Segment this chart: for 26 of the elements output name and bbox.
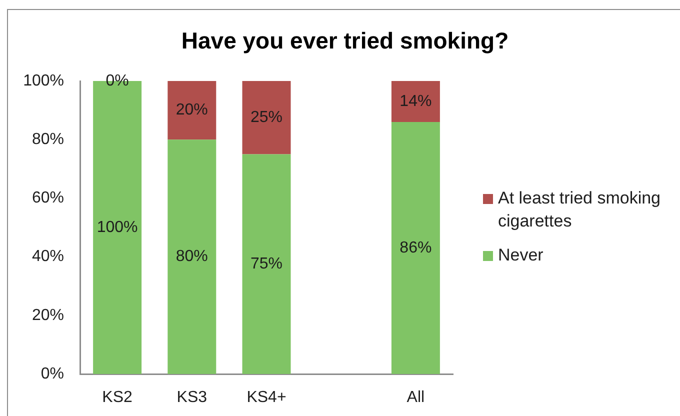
- bar: [242, 81, 291, 154]
- bar: [242, 154, 291, 374]
- legend-label: At least tried smoking cigarettes: [498, 188, 661, 231]
- x-tick-label: KS4+: [246, 389, 286, 406]
- data-label: 86%: [400, 239, 432, 256]
- y-tick-label: 60%: [32, 190, 64, 207]
- data-label: 80%: [176, 248, 208, 266]
- data-label: 75%: [250, 256, 283, 273]
- bar: [391, 81, 440, 122]
- x-tick-label: All: [406, 389, 425, 406]
- data-label: 100%: [96, 218, 138, 236]
- legend-label: Never: [498, 246, 544, 265]
- y-tick-label: 20%: [32, 306, 64, 324]
- data-label: 14%: [400, 92, 432, 110]
- bar: [391, 122, 440, 374]
- bar: [168, 140, 216, 374]
- y-tick-label: 80%: [32, 131, 64, 148]
- data-label: 20%: [176, 102, 208, 119]
- x-tick-label: KS3: [176, 389, 208, 406]
- chart-title: Have you ever tried smoking?: [181, 27, 509, 54]
- y-tick-label: 0%: [40, 365, 64, 382]
- x-tick-label: KS2: [102, 389, 133, 406]
- y-tick-label: 100%: [23, 72, 64, 90]
- y-tick-label: 40%: [32, 248, 64, 266]
- bar: [168, 81, 216, 140]
- data-label: 25%: [250, 109, 283, 126]
